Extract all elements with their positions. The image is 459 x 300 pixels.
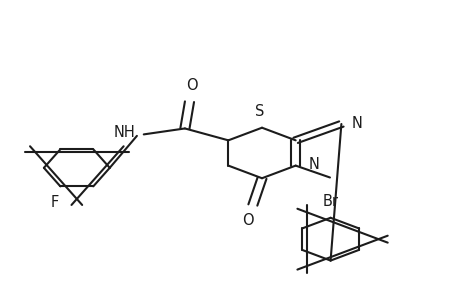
Text: NH: NH xyxy=(113,125,135,140)
Text: O: O xyxy=(185,78,197,93)
Text: Br: Br xyxy=(322,194,338,209)
Text: N: N xyxy=(308,157,319,172)
Text: S: S xyxy=(254,104,264,119)
Text: F: F xyxy=(50,195,59,210)
Text: N: N xyxy=(351,116,362,131)
Text: O: O xyxy=(242,213,253,228)
